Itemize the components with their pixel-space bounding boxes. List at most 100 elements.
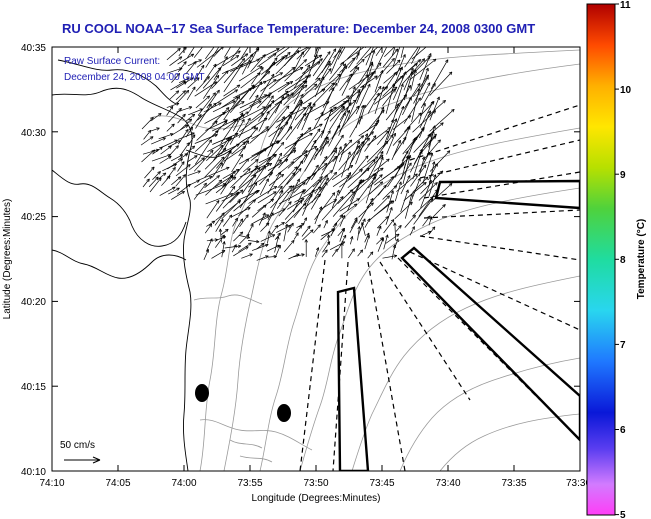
current-vector xyxy=(220,228,229,235)
current-vector xyxy=(213,89,238,106)
current-vector xyxy=(140,136,154,146)
current-vector xyxy=(314,174,328,194)
current-vector xyxy=(348,74,369,100)
current-vector xyxy=(385,94,408,121)
current-vector xyxy=(175,164,191,177)
current-vector xyxy=(220,174,234,195)
current-vector xyxy=(348,155,369,181)
current-vector xyxy=(238,140,250,157)
current-vector xyxy=(267,190,284,220)
current-vector xyxy=(240,47,249,60)
current-vector xyxy=(301,225,311,237)
current-vector xyxy=(365,173,377,204)
current-vector xyxy=(375,57,395,81)
current-vector xyxy=(382,88,396,107)
current-vector xyxy=(204,175,220,189)
current-vector xyxy=(224,47,232,58)
current-vector xyxy=(194,64,205,82)
current-vector xyxy=(229,119,245,145)
current-vector xyxy=(195,95,211,109)
current-vector xyxy=(285,75,309,91)
current-vector xyxy=(203,74,220,99)
current-vector xyxy=(332,146,342,171)
y-tick-label: 40:15 xyxy=(21,382,46,393)
current-vector xyxy=(428,226,436,235)
current-vector xyxy=(260,222,270,232)
scale-label: 50 cm/s xyxy=(60,440,95,451)
current-vector xyxy=(314,206,323,225)
current-vector xyxy=(233,218,244,234)
current-vector xyxy=(247,239,260,244)
current-vector xyxy=(194,133,218,144)
current-vector xyxy=(231,158,250,180)
current-vector xyxy=(222,55,240,66)
current-vector xyxy=(313,136,328,160)
current-vector xyxy=(383,219,395,234)
current-vector xyxy=(302,217,307,226)
current-vector xyxy=(152,146,163,155)
current-vector xyxy=(323,220,328,229)
current-vector xyxy=(187,170,201,176)
current-vector xyxy=(337,172,352,196)
current-vector xyxy=(215,176,237,194)
current-vector xyxy=(367,151,384,180)
current-vector xyxy=(328,65,348,92)
current-vector xyxy=(232,217,238,227)
current-vector xyxy=(374,86,385,115)
current-vector xyxy=(337,234,347,251)
current-vector xyxy=(391,47,396,56)
current-vector xyxy=(391,106,405,136)
current-vector xyxy=(302,47,312,58)
current-vector xyxy=(304,77,321,92)
current-vector xyxy=(167,158,184,170)
current-vector xyxy=(339,215,346,227)
current-vector xyxy=(166,67,183,74)
current-vector xyxy=(420,179,432,208)
current-vector xyxy=(374,70,384,93)
current-vector xyxy=(241,253,253,259)
current-vector xyxy=(239,234,250,245)
x-tick-label: 74:10 xyxy=(39,478,64,489)
current-vector xyxy=(329,95,350,109)
current-vector xyxy=(223,95,241,121)
current-vector xyxy=(349,219,358,233)
current-vector xyxy=(428,161,436,185)
current-vector xyxy=(195,103,212,129)
current-vector xyxy=(395,224,402,232)
current-vector xyxy=(404,47,421,68)
map-plot-area xyxy=(52,47,580,471)
current-vector xyxy=(223,58,246,84)
current-vector xyxy=(248,165,266,193)
current-vector xyxy=(283,223,289,242)
current-vector xyxy=(188,157,205,171)
current-vector xyxy=(331,189,340,209)
colorbar-tick-label: 7 xyxy=(620,340,626,351)
current-vector xyxy=(364,218,371,228)
current-vector xyxy=(177,161,185,172)
current-vector xyxy=(204,156,225,178)
current-vector xyxy=(185,60,197,75)
current-vector xyxy=(413,76,429,104)
station-marker-2 xyxy=(277,404,291,422)
current-vector xyxy=(204,223,213,234)
current-vector xyxy=(401,155,409,180)
current-vector xyxy=(238,242,252,252)
current-vector xyxy=(260,234,276,242)
current-vector xyxy=(211,162,223,178)
current-vector xyxy=(373,158,390,172)
current-vector xyxy=(166,47,181,61)
current-vector xyxy=(418,189,438,217)
current-vector xyxy=(376,225,382,236)
current-vector xyxy=(265,212,274,227)
current-vector xyxy=(293,64,311,89)
current-vector xyxy=(178,77,190,84)
current-vector xyxy=(275,111,294,129)
current-vector xyxy=(373,200,395,217)
current-vector xyxy=(350,236,354,245)
current-vector xyxy=(198,166,230,181)
current-vector xyxy=(287,222,294,233)
current-vector xyxy=(301,128,321,155)
current-vector xyxy=(404,83,421,109)
current-vector xyxy=(251,66,264,85)
